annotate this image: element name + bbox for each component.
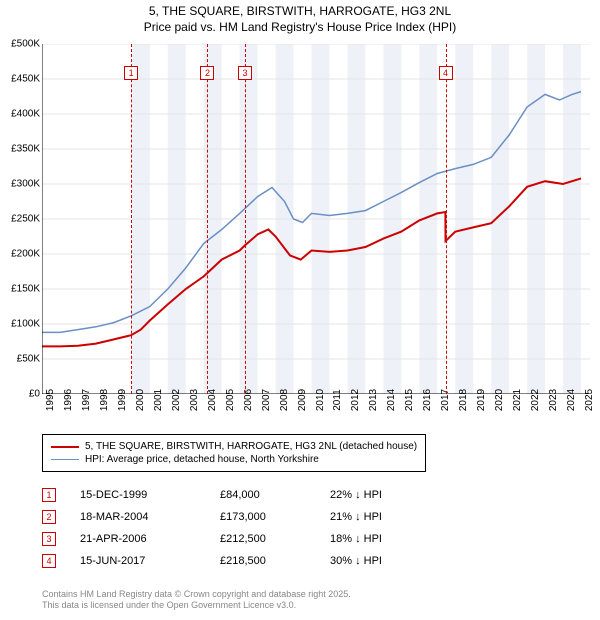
sale-marker-box: 1 (124, 66, 138, 80)
footer-line-1: Contains HM Land Registry data © Crown c… (42, 589, 351, 601)
sales-row-marker: 1 (42, 488, 56, 502)
sales-price: £218,500 (220, 555, 330, 567)
sale-marker-box: 4 (439, 66, 453, 80)
y-tick-label: £150K (2, 284, 40, 295)
x-tick-label: 2010 (315, 389, 326, 411)
legend-label: 5, THE SQUARE, BIRSTWITH, HARROGATE, HG3… (85, 441, 417, 452)
sales-diff: 22% ↓ HPI (330, 489, 420, 501)
chart-container: 5, THE SQUARE, BIRSTWITH, HARROGATE, HG3… (0, 0, 600, 620)
y-tick-label: £350K (2, 144, 40, 155)
sales-row: 3 21-APR-2006£212,50018% ↓ HPI (42, 528, 420, 550)
x-tick-label: 2000 (135, 389, 146, 411)
y-tick-label: £500K (2, 39, 40, 50)
y-tick-label: £250K (2, 214, 40, 225)
sale-marker-line (245, 44, 246, 394)
x-tick-label: 2009 (297, 389, 308, 411)
sales-row-marker: 4 (42, 554, 56, 568)
sale-marker-line (446, 44, 447, 394)
x-tick-label: 2015 (404, 389, 415, 411)
x-tick-label: 2021 (512, 389, 523, 411)
footer: Contains HM Land Registry data © Crown c… (42, 589, 351, 612)
x-tick-label: 2022 (530, 389, 541, 411)
x-tick-label: 1997 (81, 389, 92, 411)
x-tick-label: 2005 (225, 389, 236, 411)
title-block: 5, THE SQUARE, BIRSTWITH, HARROGATE, HG3… (0, 0, 600, 35)
sale-marker-box: 2 (200, 66, 214, 80)
legend-item: HPI: Average price, detached house, Nort… (51, 454, 417, 465)
x-tick-label: 2013 (368, 389, 379, 411)
sales-date: 15-JUN-2017 (80, 555, 220, 567)
legend-item: 5, THE SQUARE, BIRSTWITH, HARROGATE, HG3… (51, 441, 417, 452)
sales-diff: 18% ↓ HPI (330, 533, 420, 545)
sale-marker-line (131, 44, 132, 394)
sale-marker-line (207, 44, 208, 394)
x-tick-label: 2016 (422, 389, 433, 411)
chart-svg (42, 44, 590, 394)
y-tick-label: £50K (2, 354, 40, 365)
legend-label: HPI: Average price, detached house, Nort… (85, 454, 319, 465)
x-tick-label: 2025 (584, 389, 595, 411)
x-tick-label: 1999 (117, 389, 128, 411)
x-tick-label: 2024 (566, 389, 577, 411)
sales-row-marker: 3 (42, 532, 56, 546)
x-tick-label: 2003 (189, 389, 200, 411)
x-tick-label: 2012 (350, 389, 361, 411)
sales-date: 21-APR-2006 (80, 533, 220, 545)
x-tick-label: 2007 (261, 389, 272, 411)
x-tick-label: 1998 (99, 389, 110, 411)
y-tick-label: £400K (2, 109, 40, 120)
y-tick-label: £100K (2, 319, 40, 330)
footer-line-2: This data is licensed under the Open Gov… (42, 600, 351, 612)
title-line-2: Price paid vs. HM Land Registry's House … (0, 20, 600, 36)
sales-row: 4 15-JUN-2017£218,50030% ↓ HPI (42, 550, 420, 572)
x-tick-label: 2001 (153, 389, 164, 411)
legend: 5, THE SQUARE, BIRSTWITH, HARROGATE, HG3… (42, 434, 426, 472)
sales-row: 1 15-DEC-1999£84,00022% ↓ HPI (42, 484, 420, 506)
y-tick-label: £0 (2, 389, 40, 400)
legend-swatch (51, 459, 79, 460)
x-tick-label: 2002 (171, 389, 182, 411)
sales-price: £173,000 (220, 511, 330, 523)
legend-swatch (51, 446, 79, 448)
sales-diff: 21% ↓ HPI (330, 511, 420, 523)
x-tick-label: 2011 (332, 389, 343, 411)
x-tick-label: 2014 (386, 389, 397, 411)
sales-table: 1 15-DEC-1999£84,00022% ↓ HPI 2 18-MAR-2004… (42, 484, 420, 572)
x-tick-label: 1995 (45, 389, 56, 411)
x-tick-label: 2018 (458, 389, 469, 411)
chart-area (42, 44, 590, 394)
sales-row-marker: 2 (42, 510, 56, 524)
x-tick-label: 1996 (63, 389, 74, 411)
sale-marker-box: 3 (238, 66, 252, 80)
y-tick-label: £450K (2, 74, 40, 85)
x-tick-label: 2019 (476, 389, 487, 411)
sales-price: £212,500 (220, 533, 330, 545)
y-tick-label: £200K (2, 249, 40, 260)
y-tick-label: £300K (2, 179, 40, 190)
sales-diff: 30% ↓ HPI (330, 555, 420, 567)
sales-date: 18-MAR-2004 (80, 511, 220, 523)
title-line-1: 5, THE SQUARE, BIRSTWITH, HARROGATE, HG3… (0, 4, 600, 20)
sales-price: £84,000 (220, 489, 330, 501)
x-tick-label: 2008 (279, 389, 290, 411)
sales-row: 2 18-MAR-2004£173,00021% ↓ HPI (42, 506, 420, 528)
x-tick-label: 2023 (548, 389, 559, 411)
x-tick-label: 2020 (494, 389, 505, 411)
sales-date: 15-DEC-1999 (80, 489, 220, 501)
